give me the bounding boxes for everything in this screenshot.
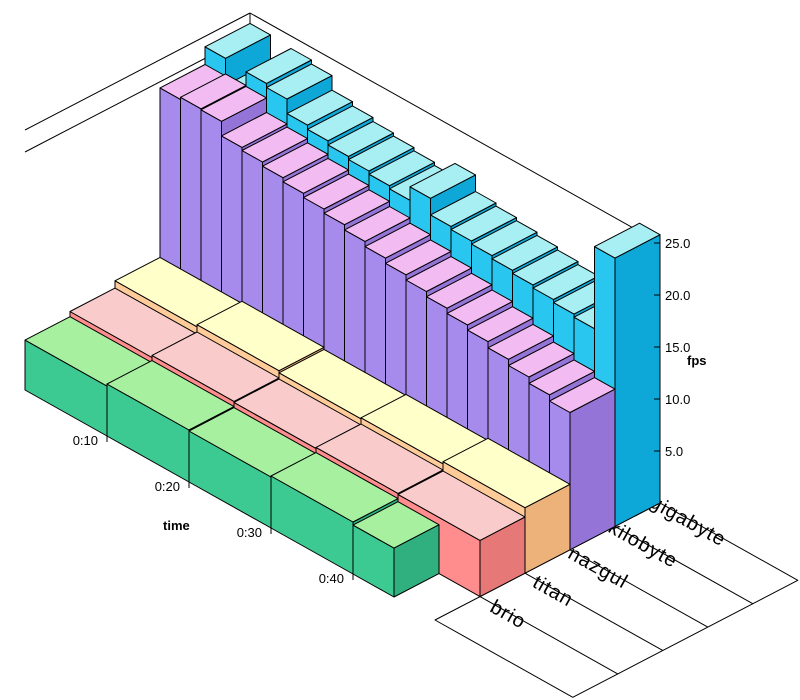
bar-top-kilobyte xyxy=(487,323,554,360)
bar-top-gigabyte xyxy=(266,63,333,100)
bar-top-gigabyte xyxy=(348,135,415,172)
bar-top-gigabyte xyxy=(307,105,374,142)
bar-top-kilobyte xyxy=(528,359,595,396)
bar-side-kilobyte xyxy=(569,388,616,551)
bar-top-kilobyte xyxy=(180,73,247,110)
series-label-separator xyxy=(524,572,664,651)
bar-top-kilobyte xyxy=(200,85,267,122)
bar-top-titan xyxy=(151,331,280,402)
bar-top-gigabyte xyxy=(512,249,579,286)
bar-top-gigabyte xyxy=(204,22,271,59)
series-label-separator xyxy=(479,596,619,675)
bar-top-kilobyte xyxy=(508,341,575,378)
bar-top-titan xyxy=(315,423,444,494)
bar-top-nazgul xyxy=(196,300,325,372)
bar-top-kilobyte xyxy=(446,289,513,326)
bar-top-kilobyte xyxy=(405,256,472,292)
bar-top-kilobyte xyxy=(549,377,616,413)
time-tick-label: 0:20 xyxy=(155,479,180,494)
bar-top-gigabyte xyxy=(327,121,394,157)
fps-axis-title: fps xyxy=(687,353,707,368)
bar-top-gigabyte xyxy=(286,89,353,126)
fps-tick-label: 15.0 xyxy=(665,340,690,355)
time-axis-title: time xyxy=(163,518,190,533)
bar-top-brio xyxy=(106,360,235,431)
bar-top-gigabyte xyxy=(594,222,661,259)
bar-top-gigabyte xyxy=(471,220,538,257)
series-label-separator xyxy=(614,525,754,605)
bar-top-kilobyte xyxy=(303,173,370,210)
bar-top-kilobyte xyxy=(344,206,411,242)
bar-top-brio xyxy=(352,501,440,549)
bar-top-kilobyte xyxy=(364,222,431,259)
bar-top-titan xyxy=(397,470,526,541)
bar-top-gigabyte xyxy=(450,205,517,242)
bar-top-brio xyxy=(270,452,399,523)
fps-tick-label: 5.0 xyxy=(665,444,683,459)
bar-top-kilobyte xyxy=(262,142,329,179)
bar-top-gigabyte xyxy=(491,234,558,271)
bar-top-kilobyte xyxy=(323,189,390,226)
bar-top-gigabyte xyxy=(409,162,476,199)
bar-top-gigabyte xyxy=(245,48,312,84)
bar-top-gigabyte xyxy=(430,191,497,227)
time-tick-label: 0:30 xyxy=(237,525,262,540)
bar-top-kilobyte xyxy=(385,239,452,276)
fps-tick-label: 25.0 xyxy=(665,236,690,251)
bar-top-kilobyte xyxy=(426,272,493,309)
bar-top-kilobyte xyxy=(221,112,288,148)
series-label-separator xyxy=(569,549,709,628)
bar-top-kilobyte xyxy=(282,157,349,194)
bar-top-kilobyte xyxy=(467,306,534,343)
bar-top-kilobyte xyxy=(241,126,308,163)
back-wall-top-edge xyxy=(249,12,661,244)
bar-top-nazgul xyxy=(442,437,571,509)
bar-top-gigabyte xyxy=(368,150,435,187)
time-tick-label: 0:10 xyxy=(73,433,98,448)
time-tick-label: 0:40 xyxy=(319,571,344,586)
bar-side-gigabyte xyxy=(614,234,661,527)
fps-tick-label: 10.0 xyxy=(665,392,690,407)
left-wall-top-edge xyxy=(24,12,251,131)
fps-tick-label: 20.0 xyxy=(665,288,690,303)
